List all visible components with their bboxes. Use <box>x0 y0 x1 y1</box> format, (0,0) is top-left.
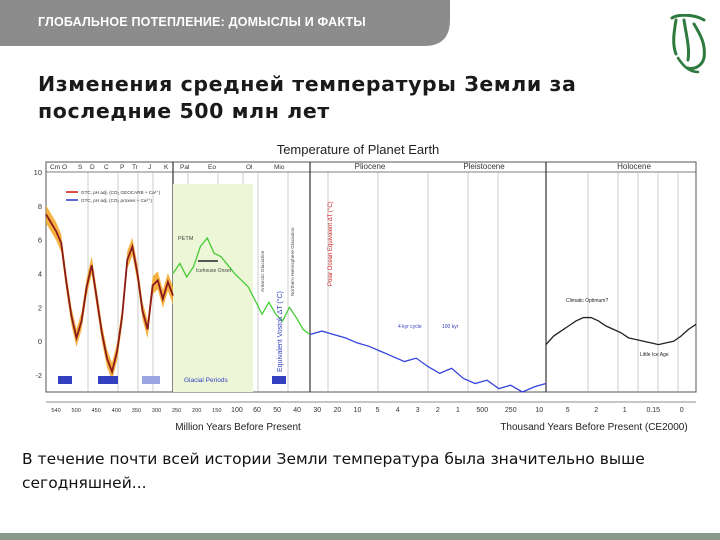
x-tick-label: 3 <box>416 407 420 414</box>
plot-frame <box>45 161 697 393</box>
era-label: O <box>62 164 67 171</box>
panel-backgrounds <box>173 184 253 392</box>
x-tick-label: 400 <box>112 408 121 414</box>
era-label: Ol <box>246 164 253 171</box>
x-tick-label: 30 <box>313 407 321 414</box>
x-tick-label: 50 <box>273 407 281 414</box>
glacial-period-bar <box>58 376 72 384</box>
title-line-2: последние 500 млн лет <box>38 99 330 123</box>
panel-label-glacial: Glacial Periods <box>184 377 228 384</box>
x-tick-label: 540 <box>51 408 60 414</box>
series-line-1 <box>45 213 174 375</box>
x-tick-label: 5 <box>376 407 380 414</box>
footer-line <box>0 533 720 540</box>
title-line-1: Изменения средней температуры Земли за <box>38 72 577 96</box>
x-axis-label-kyr: Thousand Years Before Present (CE2000) <box>500 422 687 433</box>
panel-label-petm: PETM <box>178 236 194 242</box>
era-label: Eo <box>208 164 216 171</box>
x-tick-label: 300 <box>152 408 161 414</box>
series-line-2 <box>172 236 311 335</box>
x-tick-label: 200 <box>192 408 201 414</box>
panel-label-little-ice-age: Little Ice Age <box>640 352 669 358</box>
x-tick-label: 2 <box>594 407 598 414</box>
y-tick-label: 2 <box>38 303 42 312</box>
x-tick-label: 10 <box>535 407 543 414</box>
x-tick-label: 350 <box>132 408 141 414</box>
x-tick-label: 1 <box>456 407 460 414</box>
banner-background <box>0 0 450 46</box>
logo-icon <box>670 14 706 74</box>
era-label: D <box>90 164 95 171</box>
legend-entry-2: GTC, pH adj. (CO₂ proxies + Ca²⁺) <box>81 198 152 203</box>
panel-label-optimum: Climatic Optimum? <box>566 298 608 304</box>
x-axis-label-myr: Million Years Before Present <box>175 422 301 433</box>
glacial-period-bar <box>142 376 160 384</box>
era-label: J <box>148 164 151 171</box>
era-label: K <box>164 164 169 171</box>
y-tick-label: -2 <box>35 371 42 380</box>
x-tick-label: 1 <box>623 407 627 414</box>
x-tick-label: 2 <box>436 407 440 414</box>
era-label: Cm <box>50 164 60 171</box>
annotations: GTC, pH adj. (CO₂ GEOCARB + Ca²⁺) GTC, pH… <box>58 190 669 384</box>
panel-label-antarctic: Antarctic Glaciation <box>260 250 266 292</box>
y-tick-label: 4 <box>38 270 42 279</box>
caption-line-2: сегодняшней... <box>22 474 147 492</box>
x-tick-label: 20 <box>333 407 341 414</box>
x-axis: 540 500 450 400 350 300 250 200 150 100 60 50 40 30 20… <box>46 401 696 433</box>
x-tick-label: 150 <box>212 408 221 414</box>
plot-border <box>45 161 697 393</box>
y-tick-label: 8 <box>38 202 42 211</box>
x-tick-label: 500 <box>476 407 488 414</box>
era-label: Pliocene <box>355 162 386 171</box>
slide-title: Изменения средней температуры Земли за п… <box>38 71 598 125</box>
glacial-period-bar <box>98 376 118 384</box>
temperature-chart: Temperature of Planet Earth Cm O S D C P Tr J K P… <box>34 142 697 433</box>
panel-label-northern: Northern Hemisphere Glaciation <box>290 227 296 296</box>
era-label: Mio <box>274 164 285 171</box>
series-line-4 <box>545 316 697 346</box>
glacial-period-bar <box>272 376 286 384</box>
x-tick-label: 250 <box>172 408 181 414</box>
series-group <box>45 205 697 393</box>
caption-line-1: В течение почти всей истории Земли темпе… <box>22 450 645 468</box>
x-tick-label: 40 <box>293 407 301 414</box>
x-tick-label: 4 <box>396 407 400 414</box>
header-banner: ГЛОБАЛЬНОЕ ПОТЕПЛЕНИЕ: ДОМЫСЛЫ И ФАКТЫ <box>0 0 450 46</box>
era-label: Pleistocene <box>463 162 505 171</box>
era-label: Pal <box>180 164 190 171</box>
x-tick-label: 10 <box>354 407 362 414</box>
y-tick-label: 0 <box>38 337 42 346</box>
era-label-row: Cm O S D C P Tr J K Pal Eo Ol Mio Pliocene Pleistocene… <box>50 162 651 171</box>
series-line-3 <box>309 330 547 393</box>
era-label: Tr <box>132 164 139 171</box>
series-band-1 <box>46 205 173 381</box>
era-label: P <box>120 164 124 171</box>
legend-entry-1: GTC, pH adj. (CO₂ GEOCARB + Ca²⁺) <box>81 190 161 195</box>
era-label: S <box>78 164 83 171</box>
chart-title: Temperature of Planet Earth <box>277 142 440 157</box>
panel-label-polar: Polar Ocean Equivalent ΔT (°C) <box>328 201 334 286</box>
panel-label-4kyr: 4 kyr cycle <box>398 324 422 330</box>
x-tick-label: 60 <box>253 407 261 414</box>
banner-title: ГЛОБАЛЬНОЕ ПОТЕПЛЕНИЕ: ДОМЫСЛЫ И ФАКТЫ <box>38 15 366 29</box>
panel-label-100kyr: 100 kyr <box>442 324 459 330</box>
x-tick-label: 250 <box>505 407 517 414</box>
x-tick-label: 0.15 <box>646 407 660 414</box>
slide-caption: В течение почти всей истории Земли темпе… <box>22 447 702 495</box>
panel-label-icehouse: Icehouse Onset <box>196 268 232 274</box>
x-tick-label: 100 <box>231 407 243 414</box>
x-tick-label: 0 <box>680 407 684 414</box>
x-tick-label: 5 <box>566 407 570 414</box>
era-label: Holocene <box>617 162 651 171</box>
banner-shape <box>0 0 450 46</box>
y-tick-label: 10 <box>34 168 42 177</box>
panel-label-vostok: Equivalent Vostok ΔT (°C) <box>276 291 284 372</box>
x-tick-label: 450 <box>92 408 101 414</box>
cenozoic-panel-bg <box>173 184 253 392</box>
y-tick-label: 6 <box>38 236 42 245</box>
x-tick-label: 500 <box>71 408 80 414</box>
era-label: C <box>104 164 109 171</box>
